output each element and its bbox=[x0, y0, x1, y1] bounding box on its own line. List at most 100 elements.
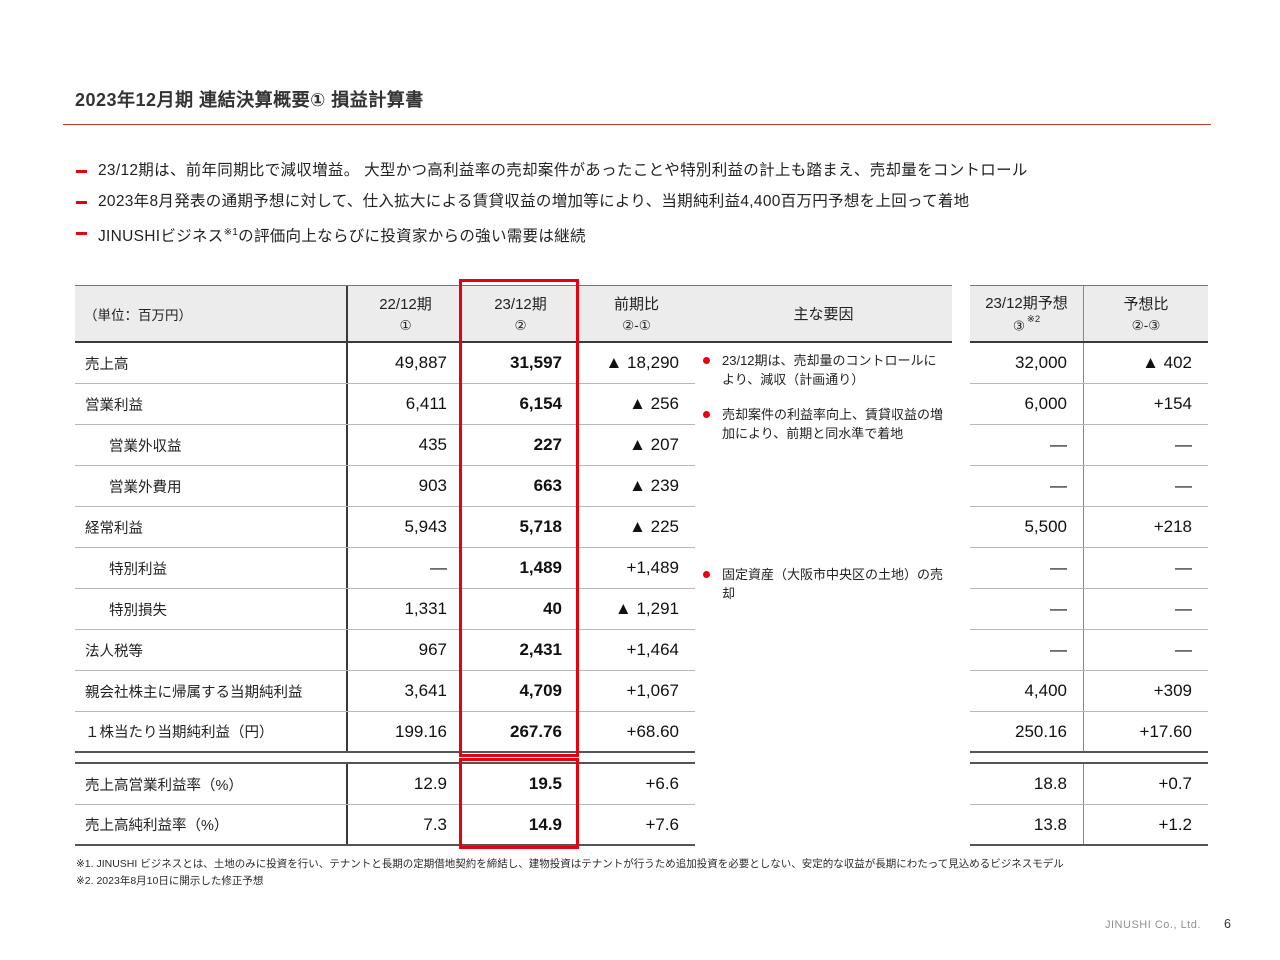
cell-yoy: ▲ 225 bbox=[629, 517, 679, 536]
cell-yoy: +68.60 bbox=[626, 721, 679, 741]
col-header-vs-forecast: 予想比 ②-③ bbox=[1083, 286, 1208, 341]
cell-vs-forecast: ― bbox=[1083, 548, 1208, 588]
highlight-box-current-ratio bbox=[459, 758, 579, 849]
highlight-text: 2023年8月発表の通期予想に対して、仕入拡大による賃貸収益の増加等により、当期… bbox=[98, 193, 970, 210]
cell-current: 4,709 bbox=[519, 681, 562, 700]
factor-note: 23/12期は、売却量のコントロールにより、減収（計画通り） bbox=[703, 351, 947, 389]
forecast-row: ― ― bbox=[970, 466, 1208, 507]
cell-prev: 5,943 bbox=[404, 517, 447, 536]
cell-prev: 1,331 bbox=[404, 599, 447, 618]
ratio-forecast-row: 18.8 +0.7 bbox=[970, 764, 1208, 805]
cell-yoy: ▲ 18,290 bbox=[605, 353, 679, 372]
cell-forecast: ― bbox=[1050, 476, 1067, 495]
cell-prev: 12.9 bbox=[413, 774, 447, 793]
row-label: 法人税等 bbox=[75, 630, 348, 670]
forecast-row: 32,000 ▲ 402 bbox=[970, 343, 1208, 384]
table-row: 営業利益 6,411 6,154 ▲ 256 bbox=[75, 384, 695, 425]
footnote: ※2. 2023年8月10日に開示した修正予想 bbox=[76, 875, 264, 887]
table-row: 売上高 49,887 31,597 ▲ 18,290 bbox=[75, 343, 695, 384]
cell-vs-forecast: ― bbox=[1083, 589, 1208, 629]
forecast-row: ― ― bbox=[970, 589, 1208, 630]
cell-yoy: +7.6 bbox=[645, 814, 679, 834]
table-row: 経常利益 5,943 5,718 ▲ 225 bbox=[75, 507, 695, 548]
cell-prev: 3,641 bbox=[404, 681, 447, 700]
cell-prev: ― bbox=[430, 558, 447, 577]
forecast-table: 23/12期予想 ③ ※2 予想比 ②-③ 32,000 ▲ 402 6,000 … bbox=[970, 285, 1208, 753]
pl-table-header: （単位：百万円） 22/12期 ① 23/12期 ② 前期比 ②-① bbox=[75, 285, 695, 343]
col-header-factors: 主な要因 bbox=[695, 285, 952, 343]
highlight-text: 23/12期は、前年同期比で減収増益。 大型かつ高利益率の売却案件があったことや… bbox=[98, 162, 1028, 179]
cell-current: 14.9 bbox=[528, 814, 562, 834]
cell-forecast: 250.16 bbox=[1015, 721, 1067, 741]
dash-bullet-icon bbox=[76, 170, 87, 173]
col-header-prev-period: 22/12期 ① bbox=[379, 296, 432, 333]
forecast-row: ― ― bbox=[970, 548, 1208, 589]
cell-prev: 967 bbox=[418, 640, 447, 659]
cell-yoy: ▲ 256 bbox=[629, 394, 679, 413]
cell-current: 267.76 bbox=[510, 721, 562, 741]
cell-prev: 435 bbox=[418, 435, 447, 454]
cell-forecast: 4,400 bbox=[1024, 681, 1067, 700]
cell-current: 663 bbox=[533, 476, 562, 495]
cell-prev: 6,411 bbox=[405, 394, 447, 413]
row-label: 特別損失 bbox=[75, 589, 348, 629]
row-label: 親会社株主に帰属する当期純利益 bbox=[75, 671, 348, 711]
dash-bullet-icon bbox=[76, 201, 87, 204]
cell-forecast: 18.8 bbox=[1033, 774, 1067, 793]
table-row: 営業外費用 903 663 ▲ 239 bbox=[75, 466, 695, 507]
ratio-table: 売上高営業利益率（%） 12.9 19.5 +6.6 売上高純利益率（%） 7.… bbox=[75, 762, 695, 846]
cell-vs-forecast: +1.2 bbox=[1083, 805, 1208, 844]
table-row: 営業外収益 435 227 ▲ 207 bbox=[75, 425, 695, 466]
row-label: 売上高純利益率（%） bbox=[75, 805, 348, 844]
cell-current: 19.5 bbox=[528, 774, 562, 793]
factor-note: 固定資産（大阪市中央区の土地）の売却 bbox=[703, 565, 947, 603]
bullet-dot-icon bbox=[703, 571, 710, 578]
forecast-row: 4,400 +309 bbox=[970, 671, 1208, 712]
cell-vs-forecast: ― bbox=[1083, 630, 1208, 670]
forecast-row: 6,000 +154 bbox=[970, 384, 1208, 425]
forecast-row: ― ― bbox=[970, 425, 1208, 466]
row-label: 営業利益 bbox=[75, 384, 348, 424]
cell-forecast: 13.8 bbox=[1033, 814, 1067, 834]
cell-yoy: +6.6 bbox=[645, 774, 679, 793]
factor-text: 売却案件の利益率向上、賃貸収益の増加により、前期と同水準で着地 bbox=[722, 407, 944, 441]
factor-text: 固定資産（大阪市中央区の土地）の売却 bbox=[722, 567, 944, 601]
table-row: １株当たり当期純利益（円） 199.16 267.76 +68.60 bbox=[75, 712, 695, 753]
row-label: １株当たり当期純利益（円） bbox=[75, 712, 348, 751]
cell-current: 6,154 bbox=[519, 394, 562, 413]
cell-current: 227 bbox=[533, 435, 562, 454]
forecast-row: ― ― bbox=[970, 630, 1208, 671]
cell-vs-forecast: +309 bbox=[1083, 671, 1208, 711]
footnotes: ※1. JINUSHI ビジネスとは、土地のみに投資を行い、テナントと長期の定期… bbox=[76, 856, 1206, 890]
cell-prev: 7.3 bbox=[423, 814, 447, 834]
cell-yoy: ▲ 1,291 bbox=[614, 599, 679, 618]
highlight-text: JINUSHIビジネス※1の評価向上ならびに投資家からの強い需要は継続 bbox=[98, 227, 586, 246]
cell-current: 1,489 bbox=[519, 558, 562, 577]
title-divider bbox=[63, 124, 1211, 125]
cell-yoy: +1,067 bbox=[626, 681, 679, 700]
row-label: 営業外収益 bbox=[75, 425, 348, 465]
factors-body: 23/12期は、売却量のコントロールにより、減収（計画通り） 売却案件の利益率向… bbox=[695, 343, 952, 755]
cell-current: 5,718 bbox=[519, 517, 562, 536]
cell-forecast: ― bbox=[1050, 435, 1067, 454]
cell-forecast: ― bbox=[1050, 640, 1067, 659]
forecast-row: 5,500 +218 bbox=[970, 507, 1208, 548]
cell-current: 40 bbox=[543, 599, 562, 618]
forecast-row: 250.16 +17.60 bbox=[970, 712, 1208, 753]
footnote: ※1. JINUSHI ビジネスとは、土地のみに投資を行い、テナントと長期の定期… bbox=[76, 858, 1064, 870]
cell-forecast: ― bbox=[1050, 599, 1067, 618]
cell-prev: 903 bbox=[418, 476, 447, 495]
highlight-item: 23/12期は、前年同期比で減収増益。 大型かつ高利益率の売却案件があったことや… bbox=[76, 161, 1206, 181]
row-label: 売上高営業利益率（%） bbox=[75, 764, 348, 804]
col-header-yoy: 前期比 ②-① bbox=[613, 296, 659, 333]
ratio-row: 売上高営業利益率（%） 12.9 19.5 +6.6 bbox=[75, 764, 695, 805]
table-row: 親会社株主に帰属する当期純利益 3,641 4,709 +1,067 bbox=[75, 671, 695, 712]
ratio-forecast-row: 13.8 +1.2 bbox=[970, 805, 1208, 846]
cell-vs-forecast: +17.60 bbox=[1083, 712, 1208, 751]
forecast-table-header: 23/12期予想 ③ ※2 予想比 ②-③ bbox=[970, 285, 1208, 343]
cell-current: 31,597 bbox=[510, 353, 562, 372]
cell-yoy: +1,464 bbox=[626, 640, 679, 659]
factor-text: 23/12期は、売却量のコントロールにより、減収（計画通り） bbox=[722, 353, 937, 387]
cell-vs-forecast: ― bbox=[1083, 466, 1208, 506]
